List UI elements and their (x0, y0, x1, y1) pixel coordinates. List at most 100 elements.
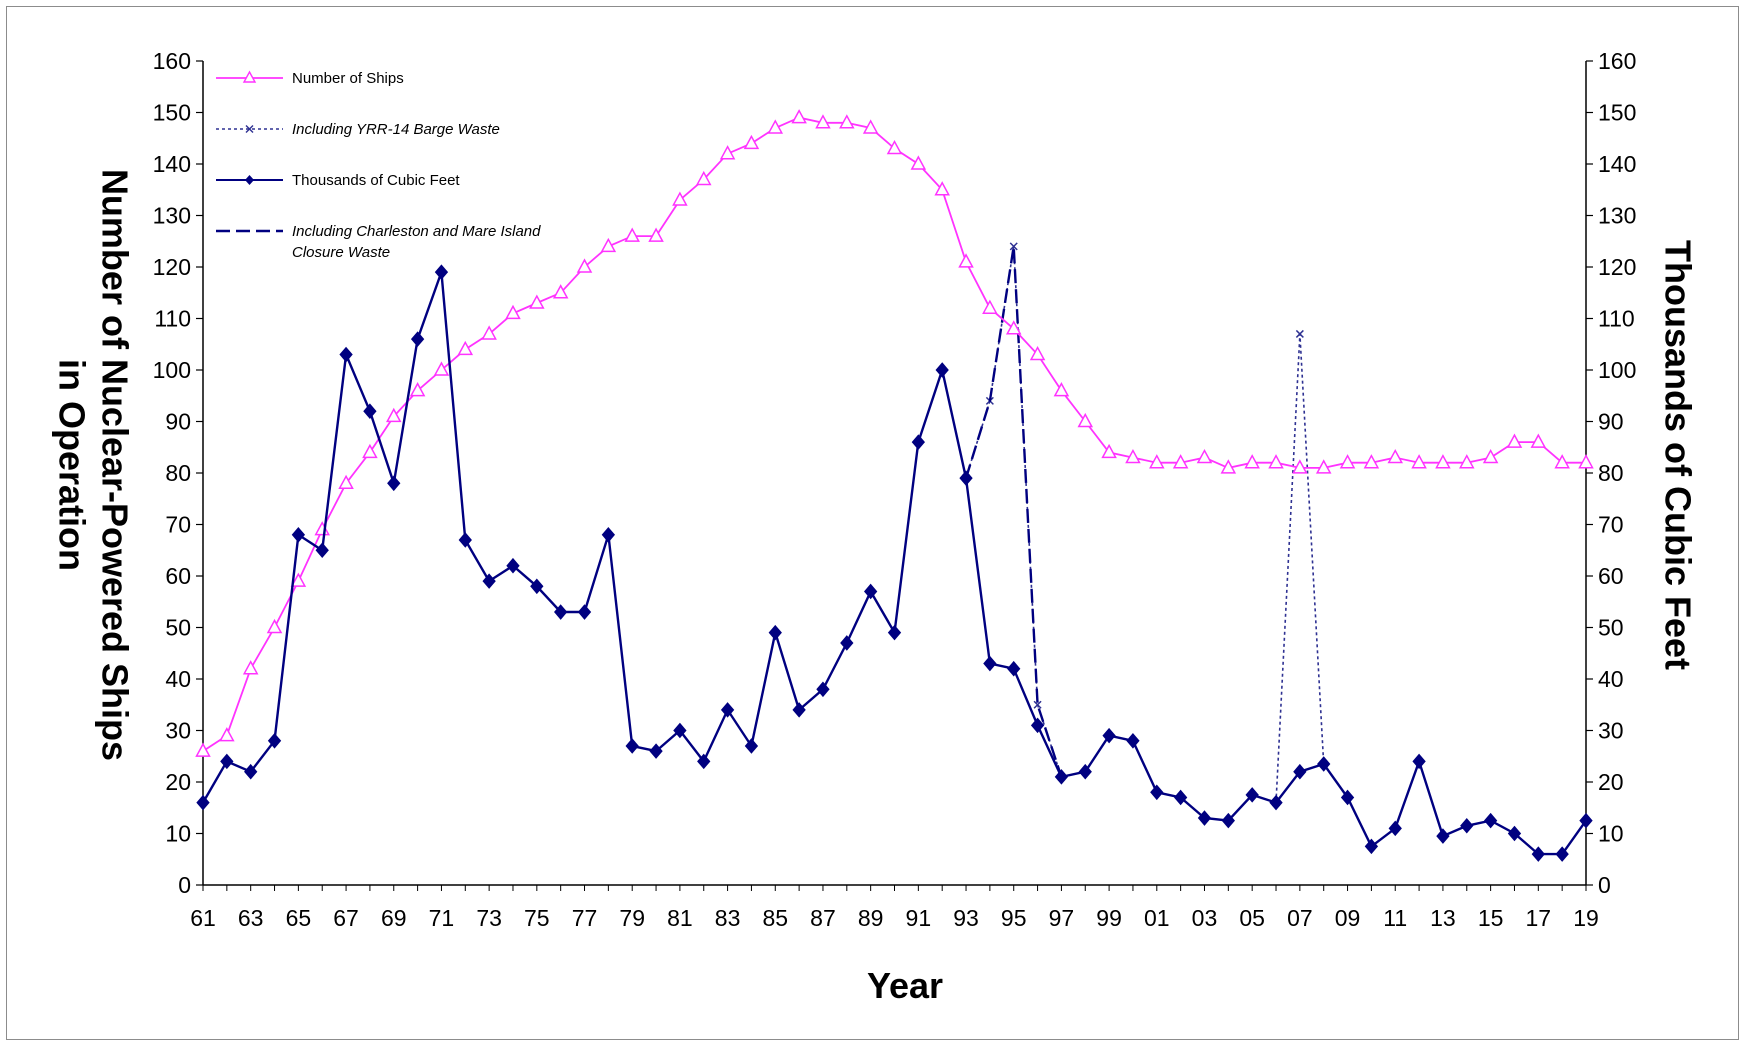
ships-point (1482, 448, 1499, 464)
cubic-feet-point (1483, 812, 1498, 829)
cubic-feet-point (577, 604, 592, 620)
x-tick-label: 11 (1383, 905, 1407, 931)
x-tick-label: 63 (238, 905, 264, 931)
x-tick-label: 91 (906, 905, 932, 931)
x-tick-label: 77 (572, 905, 598, 931)
cubic-feet-point (458, 532, 472, 548)
cubic-feet-point (1197, 810, 1212, 826)
cubic-feet-point (768, 624, 782, 641)
x-tick-label: 75 (524, 905, 550, 931)
series-layer (195, 109, 1594, 862)
x-tick-label: 69 (381, 905, 407, 931)
ships-point (695, 170, 712, 186)
y-tick-label-left: 130 (153, 203, 191, 229)
cubic-feet-point (1245, 787, 1259, 803)
y-tick-label-right: 40 (1598, 666, 1624, 692)
ships-point (624, 227, 640, 242)
cubic-feet-point (482, 573, 496, 589)
ships-point (1172, 454, 1189, 469)
cubic-feet-point (1412, 753, 1426, 770)
cubic-feet-point (983, 655, 997, 672)
y-tick-label-left: 0 (178, 872, 191, 898)
legend-marker-cubic-feet (245, 175, 254, 185)
y-tick-label-right: 80 (1598, 460, 1624, 486)
chart-frame (6, 6, 1739, 1040)
ships-point (1077, 412, 1094, 428)
cubic-feet-point (720, 702, 735, 718)
cubic-feet-point (1054, 769, 1069, 785)
ships-point (1029, 345, 1046, 361)
cubic-feet-point (673, 722, 687, 739)
ships-point (1387, 448, 1404, 464)
yrr14-line-segment (1275, 333, 1325, 803)
cubic-feet-point (1555, 846, 1569, 862)
x-tick-label: 19 (1573, 905, 1599, 931)
legend-label: Number of Ships (292, 70, 404, 87)
y-tick-label-right: 0 (1598, 872, 1611, 898)
cubic-feet-point (1460, 818, 1474, 834)
ships-point (385, 407, 402, 423)
x-tick-label: 61 (190, 905, 216, 931)
ships-point (767, 119, 784, 134)
x-tick-label: 07 (1287, 905, 1313, 931)
cubic-feet-point (291, 527, 306, 543)
cubic-feet-point (220, 753, 234, 770)
ships-point (1220, 459, 1237, 474)
cubic-feet-point (244, 763, 258, 780)
cubic-feet-line (201, 271, 1587, 856)
ships-point (290, 572, 307, 587)
ships-point (576, 258, 593, 273)
ships-point (481, 325, 497, 340)
legend-label: Including YRR-14 Barge Waste (292, 121, 500, 138)
y-tick-label-right: 10 (1598, 821, 1624, 847)
x-tick-label: 87 (810, 905, 836, 931)
x-tick-label: 83 (715, 905, 741, 931)
cubic-feet-point (1436, 828, 1450, 844)
y-tick-label-left: 20 (165, 769, 191, 795)
cubic-feet-point (315, 542, 329, 559)
legend-label: Including Charleston and Mare Island (292, 223, 541, 240)
cubic-feet-point (840, 635, 854, 651)
ships-point (1149, 454, 1165, 469)
ships-point (1435, 454, 1451, 469)
cubic-feet-point (1507, 825, 1522, 842)
y-tick-label-right: 90 (1598, 409, 1624, 435)
cubic-feet-point (1317, 756, 1331, 772)
legend-marker-ships (242, 70, 257, 83)
y-tick-label-left: 50 (165, 615, 191, 641)
ships-point (1506, 433, 1523, 448)
y-axis-title-left-line: in Operation (51, 359, 92, 571)
cubic-feet-point (935, 362, 949, 378)
x-tick-label: 81 (667, 905, 693, 931)
cubic-feet-point (1030, 717, 1045, 734)
x-tick-label: 71 (429, 905, 455, 931)
ships-point (672, 191, 688, 206)
cubic-feet-point (649, 743, 663, 759)
ships-point (934, 181, 950, 196)
cubic-feet-point (1269, 794, 1283, 811)
cubic-feet-point (1102, 727, 1116, 744)
ships-point (910, 155, 927, 170)
cubic-feet-point (1007, 660, 1021, 677)
ships-line (202, 116, 1586, 752)
ships-point (1530, 433, 1547, 448)
series-charleston-line (964, 246, 1063, 778)
ships-point (600, 237, 617, 253)
yrr14-point (1009, 242, 1018, 251)
ships-point (862, 119, 879, 134)
ships-point (409, 382, 426, 397)
cubic-feet-point (1221, 812, 1235, 829)
cubic-feet-point (1340, 789, 1355, 806)
cubic-feet-point (1388, 820, 1402, 837)
y-tick-label-right: 70 (1598, 512, 1624, 538)
ships-point (1363, 454, 1380, 469)
y-tick-label-left: 60 (165, 563, 191, 589)
y-tick-label-left: 70 (165, 512, 191, 538)
ships-point (505, 304, 521, 320)
x-tick-label: 73 (476, 905, 502, 931)
y-tick-label-right: 120 (1598, 254, 1636, 280)
yrr14-marker-stroke (1009, 242, 1018, 251)
cubic-feet-point (863, 583, 878, 600)
